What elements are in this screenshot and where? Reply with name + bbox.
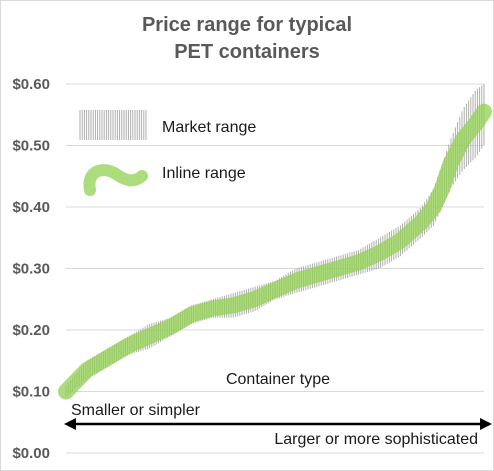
chart-title-line-1: Price range for typical	[142, 14, 352, 36]
y-tick-label: $0.20	[12, 322, 50, 339]
inline-range-line	[58, 103, 492, 400]
gridlines	[66, 83, 484, 454]
chart-title-line-2: PET containers	[174, 41, 320, 63]
legend-inline-range-label: Inline range	[162, 165, 246, 182]
legend: Market range Inline range	[79, 110, 256, 196]
legend-market-range-label: Market range	[162, 119, 256, 136]
y-tick-label: $0.10	[12, 384, 50, 401]
plot-area	[58, 84, 492, 400]
legend-inline-range-swatch	[83, 164, 148, 196]
y-tick-label: $0.30	[12, 261, 50, 278]
right-end-label: Larger or more sophisticated	[274, 431, 478, 448]
left-end-label: Smaller or simpler	[71, 402, 201, 419]
y-tick-label: $0.50	[12, 138, 50, 155]
x-axis-label: Container type	[226, 371, 330, 388]
y-tick-label: $0.60	[12, 76, 50, 93]
y-tick-label: $0.40	[12, 199, 50, 216]
legend-market-range-swatch	[79, 110, 147, 140]
y-tick-label: $0.00	[12, 445, 50, 462]
y-axis-tick-labels: $0.60 $0.50 $0.40 $0.30 $0.20 $0.10 $0.00	[12, 76, 50, 462]
double-arrow	[64, 418, 492, 430]
